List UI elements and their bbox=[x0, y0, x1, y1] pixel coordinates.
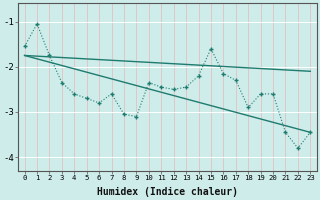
X-axis label: Humidex (Indice chaleur): Humidex (Indice chaleur) bbox=[97, 186, 238, 197]
